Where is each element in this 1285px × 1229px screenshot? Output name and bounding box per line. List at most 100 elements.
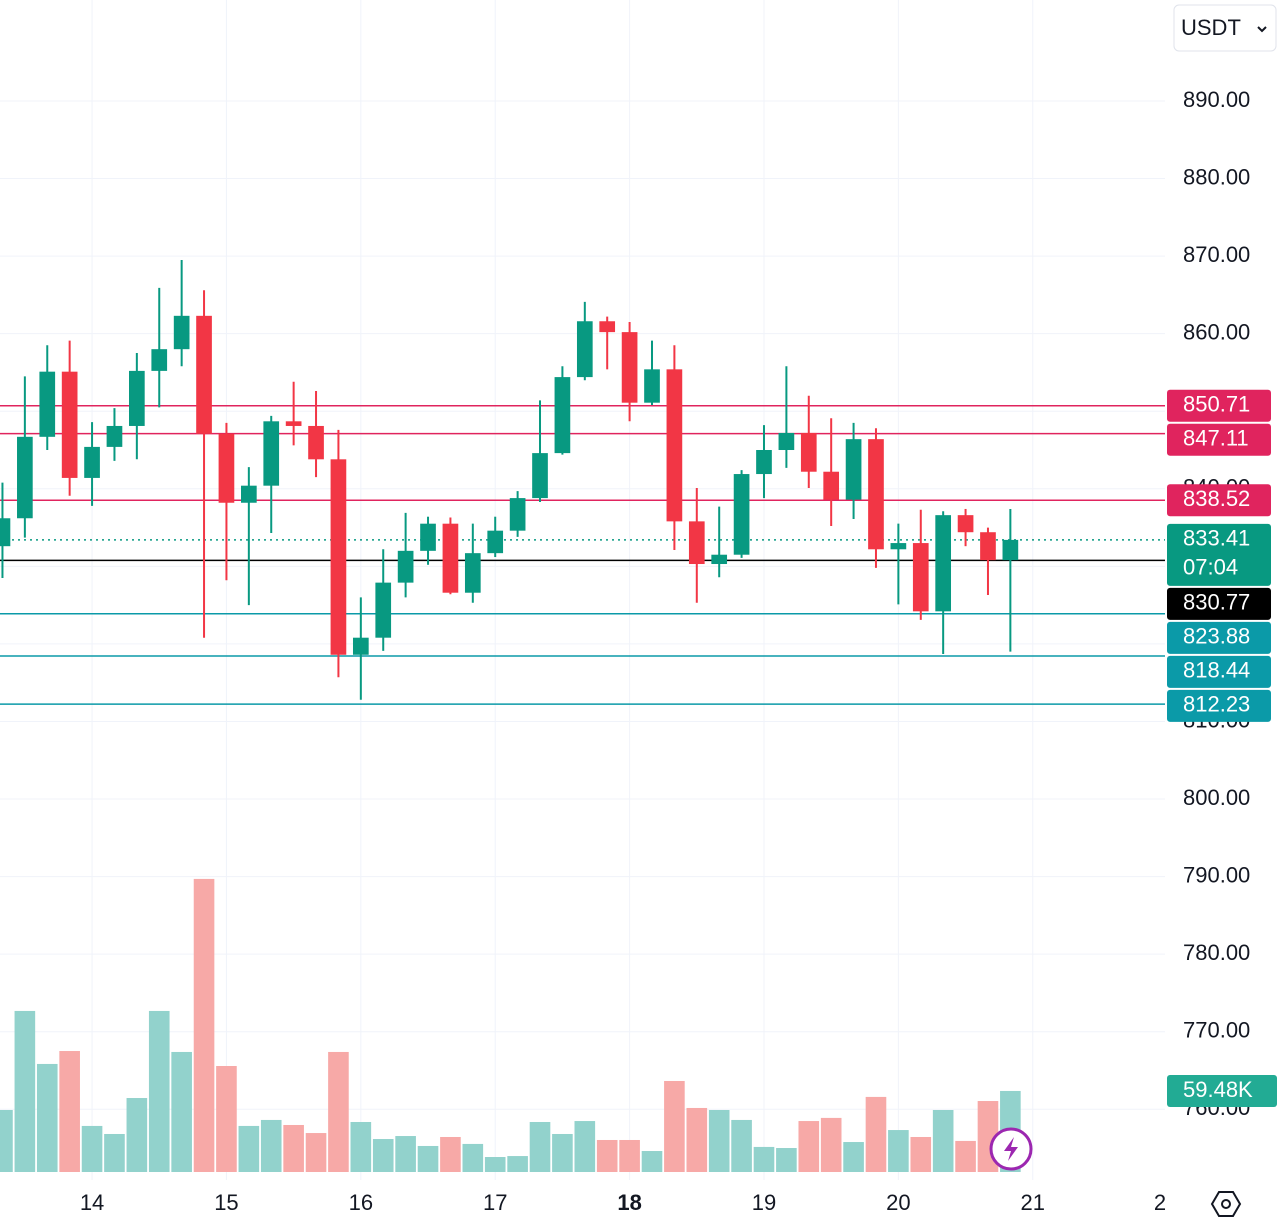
price-tag-label: 850.71 (1183, 392, 1250, 417)
y-tick-label: 870.00 (1183, 242, 1250, 267)
candle-layer (0, 259, 1019, 700)
x-tick-label: 19 (752, 1190, 776, 1215)
candle-body (330, 459, 347, 655)
candle-body (890, 543, 907, 550)
volume-bar (417, 1145, 439, 1172)
candle-body (621, 332, 638, 403)
tag-layer: 850.71 847.11 838.52 833.41 07:04 830.77 823.8… (1167, 389, 1277, 1107)
price-tag (1167, 523, 1271, 586)
volume-bar (507, 1156, 528, 1172)
y-tick-label: 890.00 (1183, 87, 1250, 112)
price-tag-label: 812.23 (1183, 692, 1250, 717)
candle-body (733, 474, 750, 555)
price-tag-label: 847.11 (1183, 426, 1249, 451)
candle-body (39, 371, 56, 437)
x-tick-label: 18 (617, 1190, 641, 1215)
volume-bar (574, 1121, 596, 1172)
lightning-icon[interactable] (1004, 1137, 1018, 1161)
candle-body (0, 518, 11, 547)
volume-bar (238, 1125, 260, 1172)
candle-body (756, 450, 772, 475)
volume-bar (81, 1125, 103, 1172)
y-tick-label: 790.00 (1183, 862, 1250, 887)
volume-bar (36, 1063, 58, 1172)
volume-bar (328, 1051, 349, 1172)
candle-body (845, 439, 862, 500)
volume-tag-label: 59.48K (1183, 1077, 1253, 1102)
volume-bar (126, 1098, 148, 1172)
lightning-button[interactable] (989, 1127, 1033, 1171)
volume-bar (372, 1139, 394, 1172)
candle-body (173, 315, 190, 350)
price-tag-label: 830.77 (1183, 590, 1250, 615)
candle-body (84, 446, 100, 478)
volume-bar (552, 1133, 573, 1172)
candle-body (509, 498, 526, 531)
candle-body (935, 515, 952, 612)
candle-body (464, 553, 481, 593)
price-tag (1167, 389, 1271, 422)
candle-body (576, 321, 593, 378)
volume-bar (440, 1136, 461, 1172)
volume-bar (462, 1143, 484, 1172)
volume-bar (888, 1130, 909, 1172)
x-tick-label: 17 (483, 1190, 507, 1215)
candle-body (554, 377, 571, 454)
volume-bar (664, 1080, 685, 1172)
settings-dot[interactable] (1221, 1199, 1231, 1209)
volume-bar (305, 1133, 327, 1172)
candle-body (868, 439, 884, 550)
candle-body (263, 421, 280, 486)
y-tick-label: 770.00 (1183, 1018, 1250, 1043)
x-tick-label: 16 (349, 1190, 373, 1215)
volume-layer (0, 878, 1021, 1172)
candle-body (800, 432, 817, 472)
price-tag (1167, 484, 1271, 517)
price-tag-label: 823.88 (1183, 624, 1250, 649)
volume-bar (955, 1140, 976, 1172)
currency-selector[interactable]: USDT (1173, 4, 1277, 52)
price-tag-label: 818.44 (1183, 658, 1250, 683)
candle-body (196, 315, 212, 434)
currency-box[interactable] (1173, 4, 1277, 52)
candle-body (711, 554, 728, 565)
currency-label[interactable]: USDT (1181, 15, 1241, 40)
settings-hexagon[interactable] (1210, 1191, 1242, 1217)
candle-body (957, 515, 974, 533)
candle-body (397, 550, 414, 583)
volume-bar (820, 1117, 842, 1172)
volume-bar (0, 1110, 13, 1172)
settings-button[interactable] (1210, 1191, 1242, 1217)
candle-body (912, 543, 929, 612)
x-tick-label: 21 (1021, 1190, 1045, 1215)
candle-body (151, 349, 168, 371)
x-tick-label: 2 (1154, 1190, 1166, 1215)
level-layer (0, 404, 1165, 705)
volume-bar (171, 1051, 192, 1172)
volume-bar (148, 1010, 170, 1172)
price-tag (1167, 587, 1271, 620)
candle-body (823, 471, 840, 500)
price-tag-label: 833.41 (1183, 526, 1250, 551)
dropdown-arrow[interactable] (1257, 26, 1267, 33)
volume-bar (619, 1139, 640, 1172)
volume-bar (529, 1121, 551, 1172)
y-tick-label: 780.00 (1183, 940, 1250, 965)
countdown-label: 07:04 (1183, 555, 1238, 580)
volume-bar (731, 1119, 752, 1172)
candle-body (61, 371, 78, 478)
candle-body (17, 436, 33, 519)
candle-body (487, 530, 504, 554)
volume-bar (104, 1133, 125, 1172)
volume-bar (395, 1136, 416, 1172)
y-tick-label: 860.00 (1183, 319, 1250, 344)
x-tick-label: 20 (886, 1190, 910, 1215)
candle-body (980, 532, 996, 561)
candle-body (1002, 539, 1019, 561)
price-tag-label: 838.52 (1183, 486, 1250, 511)
candle-body (420, 523, 436, 551)
candle-body (285, 421, 302, 426)
candle-body (442, 523, 459, 593)
volume-bar (708, 1110, 730, 1172)
